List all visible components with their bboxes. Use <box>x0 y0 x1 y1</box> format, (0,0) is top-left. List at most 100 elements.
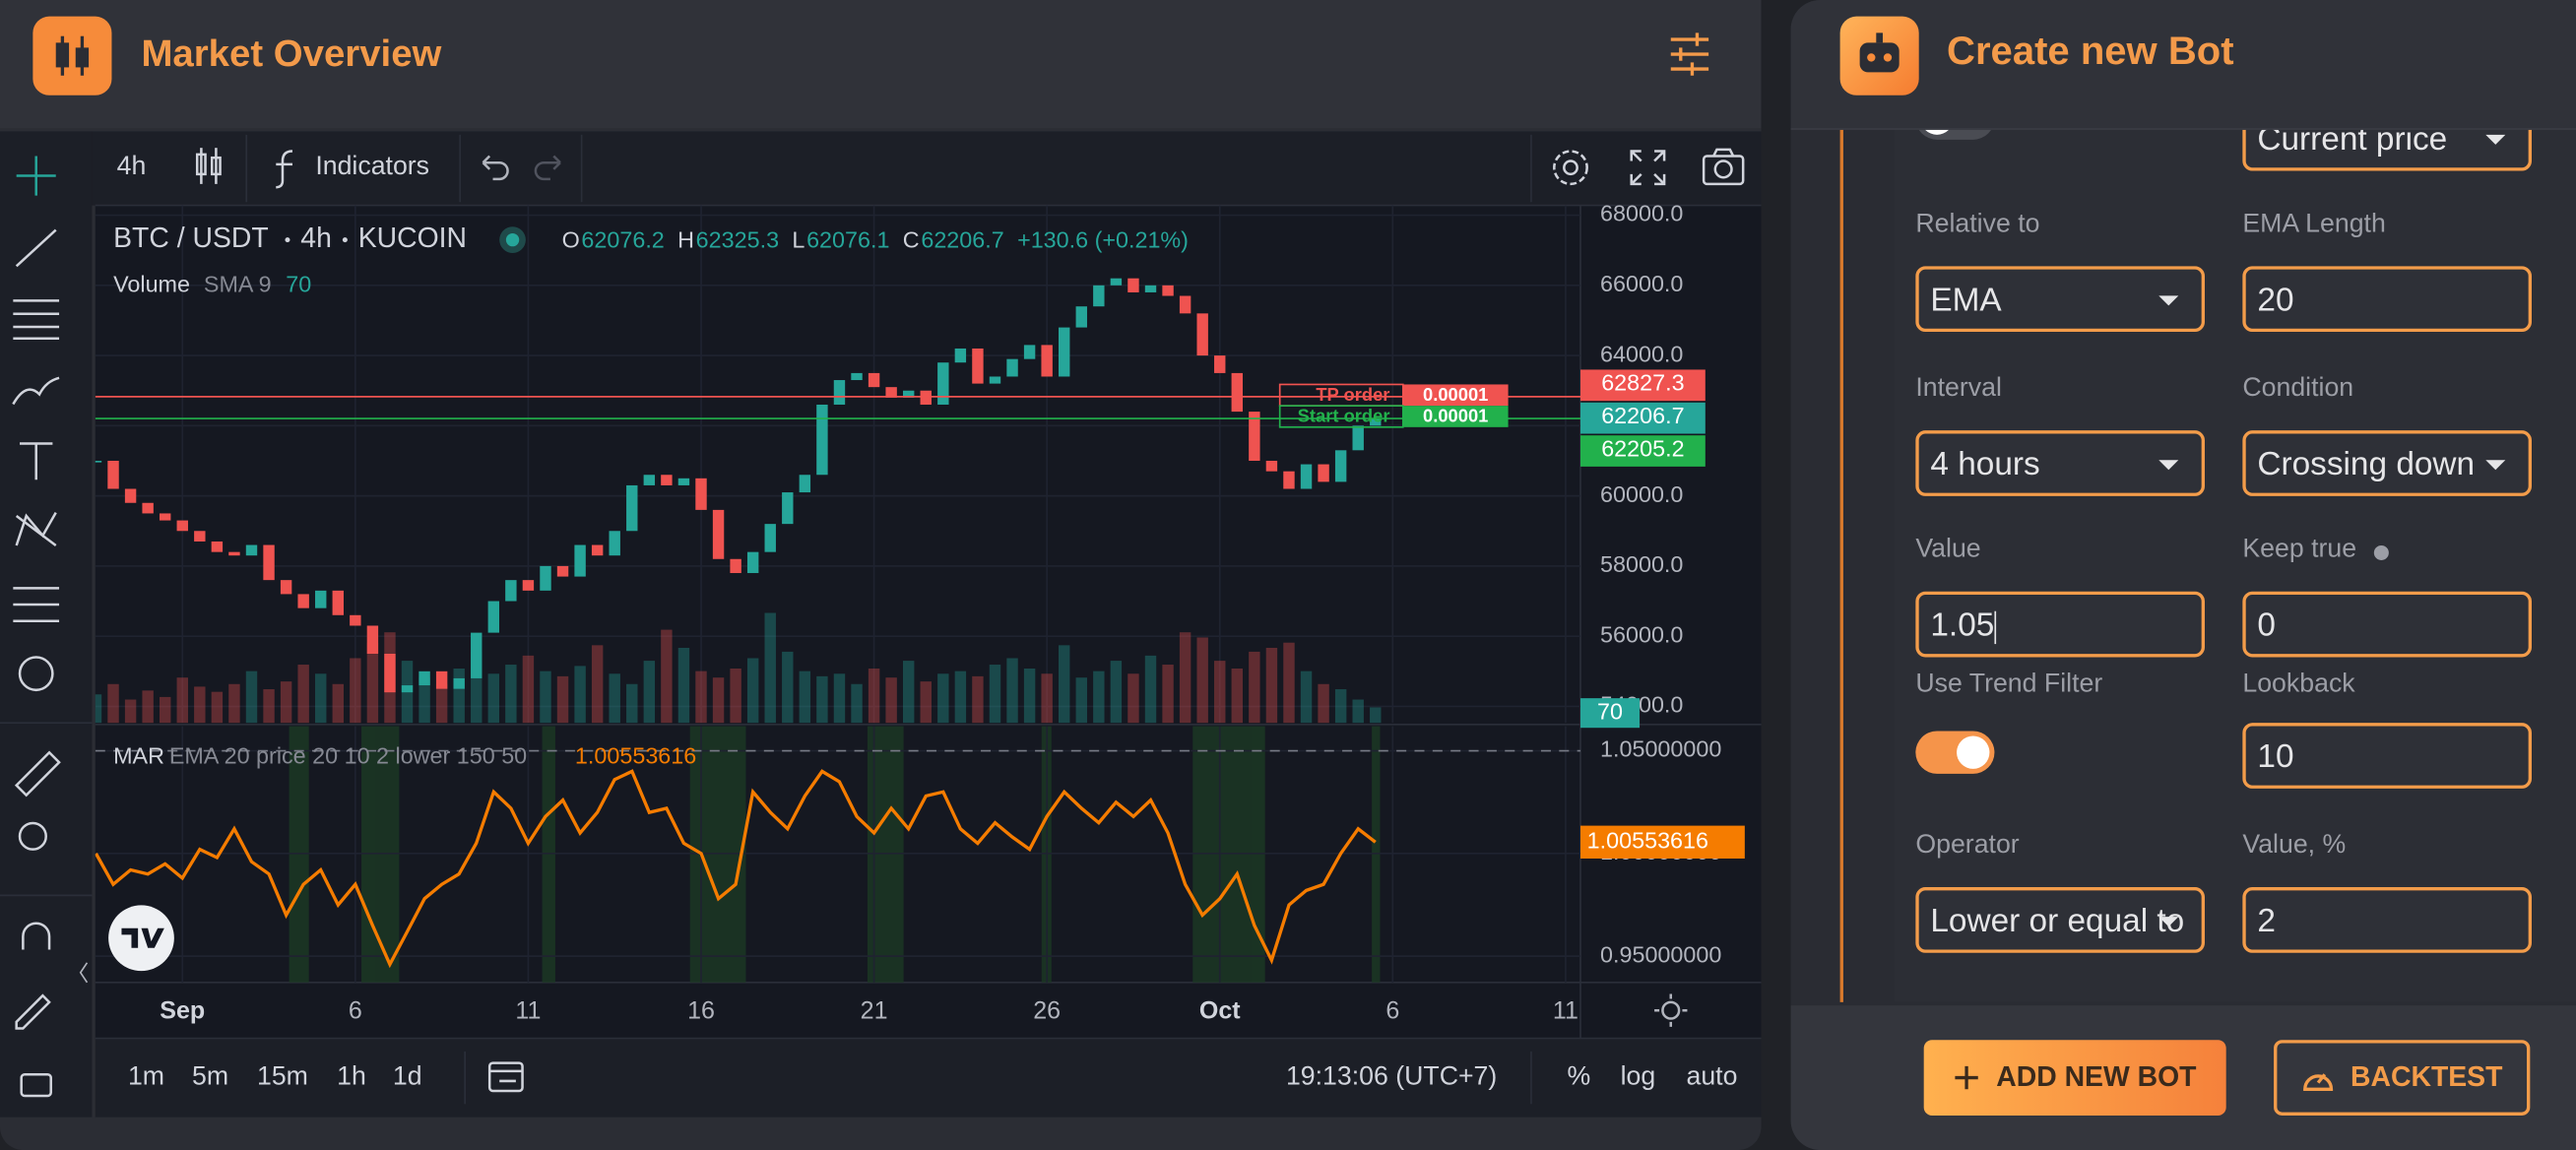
select[interactable]: Crossing down <box>2242 430 2533 496</box>
lock-drawing-tool[interactable] <box>15 993 51 1030</box>
bot-panel: Create new Bot Current price Relative to E… <box>1790 0 2576 1150</box>
field-value: Lower or equal to <box>1930 903 2185 940</box>
candle <box>435 671 448 689</box>
emoji-tool[interactable] <box>18 656 54 692</box>
backtest-button[interactable]: BACKTEST <box>2274 1040 2531 1116</box>
candle <box>366 625 379 654</box>
overlay: Sep 6 11 16 21 26 Oct 6 1154000.056000.058000.06… <box>160 201 1745 1024</box>
volume-bar <box>730 668 741 724</box>
volume-bar <box>816 675 828 724</box>
field-label: Value, % <box>2242 831 2347 860</box>
ruler-tool[interactable] <box>14 750 61 798</box>
fib-tool[interactable] <box>13 299 60 340</box>
bot-icon <box>1839 16 1919 96</box>
volume-sma-value: 70 <box>286 272 311 297</box>
order-amount-bg <box>1402 406 1509 427</box>
x-tick-label: 11 <box>515 996 541 1024</box>
indicators-button[interactable]: Indicators <box>276 150 429 189</box>
volume-bar <box>851 683 863 724</box>
field-label: Use Trend Filter <box>1915 670 2103 699</box>
candle <box>176 520 188 532</box>
volume-bar <box>540 671 551 724</box>
exchange: KUCOIN <box>358 223 467 254</box>
chart-type-button[interactable] <box>195 148 222 184</box>
magnet-tool[interactable] <box>22 922 51 950</box>
scale-option[interactable]: % <box>1567 1061 1590 1091</box>
ohlc-value: 62076.1 <box>806 226 889 252</box>
filter-button[interactable] <box>1670 32 1709 76</box>
text-tool[interactable] <box>20 442 53 480</box>
volume-bar <box>574 666 586 724</box>
timeframe-button[interactable]: 5m <box>192 1061 228 1091</box>
input[interactable]: 10 <box>2242 723 2533 789</box>
date-range-button[interactable] <box>487 1061 524 1093</box>
input[interactable]: 0 <box>2242 591 2533 658</box>
candle <box>1300 464 1313 489</box>
crosshair-tool[interactable] <box>16 156 56 196</box>
select[interactable]: EMA <box>1915 266 2205 333</box>
interval-button[interactable]: 4h <box>117 151 147 180</box>
ohlc-value: 62206.7 <box>921 226 1003 252</box>
volume-bar <box>194 686 206 724</box>
drawing-tools <box>12 156 61 1098</box>
timeframe-button[interactable]: 15m <box>257 1061 308 1091</box>
lock-tool[interactable] <box>20 1073 52 1098</box>
y-tick-label: 64000.0 <box>1600 341 1683 366</box>
input[interactable]: 1.05 <box>1915 591 2205 658</box>
pattern-tool[interactable] <box>15 511 57 546</box>
volume-bar <box>522 655 535 724</box>
legend-interval: 4h <box>300 223 332 254</box>
volume-bar <box>1283 642 1295 724</box>
volume-bar <box>782 651 794 724</box>
undo-button[interactable] <box>482 155 509 181</box>
input[interactable]: 20 <box>2242 266 2533 333</box>
volume-bar <box>643 661 656 724</box>
timeframe-button[interactable]: 1d <box>393 1061 422 1091</box>
scale-option[interactable]: log <box>1621 1061 1656 1091</box>
y-tick-label: 0.95000000 <box>1600 941 1721 967</box>
candle <box>159 513 171 521</box>
zoom-tool[interactable] <box>18 821 47 851</box>
volume-bar <box>972 675 984 724</box>
candle <box>263 544 275 581</box>
select[interactable]: 4 hours <box>1915 430 2205 496</box>
volume-bar <box>1231 668 1244 724</box>
candle <box>1231 372 1244 413</box>
candle <box>954 348 967 363</box>
volume-bar <box>505 665 517 724</box>
volume-bar <box>487 673 500 724</box>
candle <box>1127 278 1139 292</box>
select[interactable]: Lower or equal to <box>1915 887 2205 953</box>
bottom-bar-bg <box>95 1038 1762 1118</box>
screenshot-button[interactable] <box>1702 148 1745 186</box>
scale-option[interactable]: auto <box>1686 1061 1737 1091</box>
add-bot-button[interactable]: ADD NEW BOT <box>1923 1040 2226 1116</box>
candle <box>280 580 292 595</box>
candle <box>712 509 725 559</box>
y-tick-label: 1.05000000 <box>1600 736 1721 762</box>
projection-tool[interactable] <box>13 587 60 622</box>
volume-bar <box>799 671 811 724</box>
trendline-tool[interactable] <box>15 228 57 268</box>
volume-bar <box>1352 699 1364 724</box>
toggle[interactable] <box>1915 731 1995 774</box>
candle <box>643 475 656 485</box>
collapse-button[interactable] <box>79 962 89 984</box>
ohlc-key: C <box>903 226 920 252</box>
input[interactable]: 2 <box>2242 887 2533 953</box>
settings-button[interactable] <box>1553 150 1588 186</box>
symbol: BTC / USDT <box>113 223 269 254</box>
candle <box>1144 285 1157 292</box>
redo-button[interactable] <box>534 155 561 181</box>
timeframe-button[interactable]: 1h <box>337 1061 366 1091</box>
timeframe-button[interactable]: 1m <box>128 1061 164 1091</box>
fullscreen-button[interactable] <box>1630 150 1666 186</box>
brush-tool[interactable] <box>12 376 60 406</box>
volume-bar <box>1006 658 1018 724</box>
candle <box>902 390 915 398</box>
dropdown-arrow <box>2158 460 2179 471</box>
volume-bar <box>1023 668 1036 724</box>
volume-bar <box>159 696 171 724</box>
candle <box>1179 295 1191 314</box>
theme-button[interactable] <box>1654 993 1688 1027</box>
